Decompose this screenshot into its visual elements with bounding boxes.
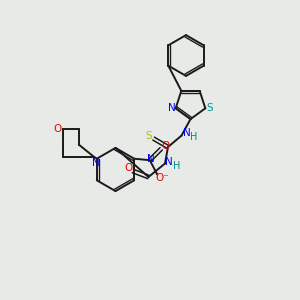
Text: N: N bbox=[147, 154, 155, 164]
Text: N: N bbox=[165, 157, 172, 167]
Text: S: S bbox=[206, 103, 213, 113]
Text: N: N bbox=[168, 103, 176, 113]
Text: O: O bbox=[54, 124, 62, 134]
Text: N: N bbox=[183, 128, 191, 138]
Text: O⁻: O⁻ bbox=[156, 172, 170, 183]
Text: H: H bbox=[173, 161, 180, 171]
Text: O: O bbox=[124, 163, 133, 173]
Text: N: N bbox=[92, 158, 100, 168]
Text: O: O bbox=[161, 141, 169, 152]
Text: S: S bbox=[146, 130, 152, 141]
Text: H: H bbox=[190, 132, 198, 142]
